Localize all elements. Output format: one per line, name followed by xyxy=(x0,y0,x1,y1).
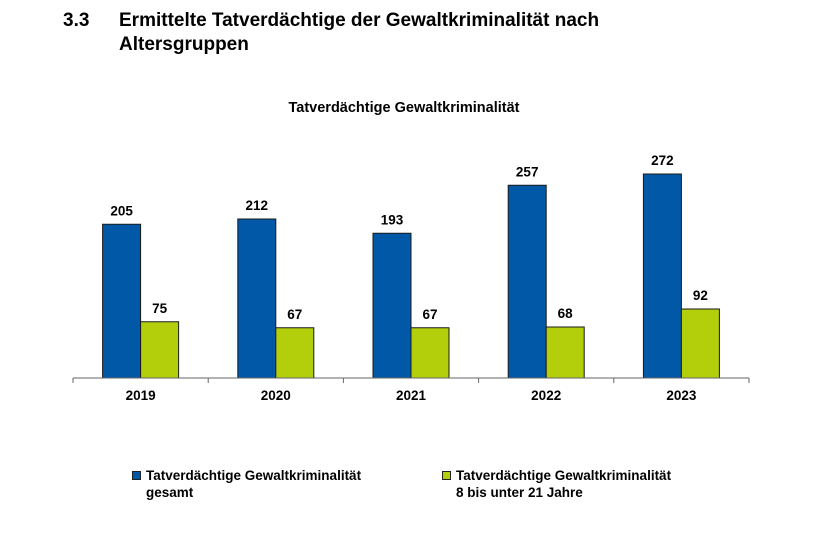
bar-8-bis-unter-21-2019 xyxy=(140,321,180,379)
x-tick-label-2021: 2021 xyxy=(396,388,427,403)
x-tick-label-2023: 2023 xyxy=(666,388,697,403)
page-title-line-2: Altersgruppen xyxy=(119,34,249,55)
value-label-gesamt-2020: 212 xyxy=(246,198,269,213)
page-title: Ermittelte Tatverdächtige der Gewaltkrim… xyxy=(119,9,719,57)
bar-8-bis-unter-21-2020 xyxy=(275,327,315,379)
legend-label-8-bis-unter-21-line-1: Tatverdächtige Gewaltkriminalität xyxy=(456,468,672,483)
bar-gesamt-2021 xyxy=(372,232,412,379)
bar-8-bis-unter-21-2022 xyxy=(545,326,585,379)
bar-gesamt-2020 xyxy=(237,218,277,379)
value-label-8-bis-unter-21-2020: 67 xyxy=(287,307,302,322)
bars-layer xyxy=(102,173,720,379)
value-label-8-bis-unter-21-2019: 75 xyxy=(152,301,168,316)
value-label-8-bis-unter-21-2021: 67 xyxy=(422,307,437,322)
bar-gesamt-2023 xyxy=(642,173,682,379)
section-number: 3.3 xyxy=(63,10,90,31)
x-tick-label-2019: 2019 xyxy=(126,388,156,403)
legend-swatch-8-bis-unter-21 xyxy=(442,471,451,480)
legend-label-gesamt-line-2: gesamt xyxy=(146,485,194,500)
value-label-8-bis-unter-21-2023: 92 xyxy=(693,288,708,303)
bar-8-bis-unter-21-2023 xyxy=(680,308,720,379)
value-label-gesamt-2019: 205 xyxy=(110,203,133,218)
bar-8-bis-unter-21-2021 xyxy=(410,327,450,379)
legend-label-gesamt: Tatverdächtige Gewaltkriminalität gesamt xyxy=(146,467,361,501)
bar-gesamt-2019 xyxy=(102,223,142,379)
legend-label-gesamt-line-1: Tatverdächtige Gewaltkriminalität xyxy=(146,468,362,483)
value-label-gesamt-2023: 272 xyxy=(651,153,674,168)
legend-label-8-bis-unter-21-line-2: 8 bis unter 21 Jahre xyxy=(456,485,583,500)
x-tick-label-2022: 2022 xyxy=(531,388,561,403)
legend-label-8-bis-unter-21: Tatverdächtige Gewaltkriminalität 8 bis … xyxy=(456,467,671,501)
legend-swatch-gesamt xyxy=(132,471,141,480)
page-title-line-1: Ermittelte Tatverdächtige der Gewaltkrim… xyxy=(119,10,600,31)
bar-gesamt-2022 xyxy=(507,184,547,379)
x-axis: 2019 2020 2021 2022 2023 xyxy=(72,377,750,403)
value-label-8-bis-unter-21-2022: 68 xyxy=(558,306,574,321)
value-labels-layer: 205 75 212 67 193 67 257 68 272 92 xyxy=(110,153,708,322)
x-tick-label-2020: 2020 xyxy=(261,388,291,403)
value-label-gesamt-2022: 257 xyxy=(516,164,539,179)
value-label-gesamt-2021: 193 xyxy=(381,212,404,227)
chart-title: Tatverdächtige Gewaltkriminalität xyxy=(289,100,520,116)
